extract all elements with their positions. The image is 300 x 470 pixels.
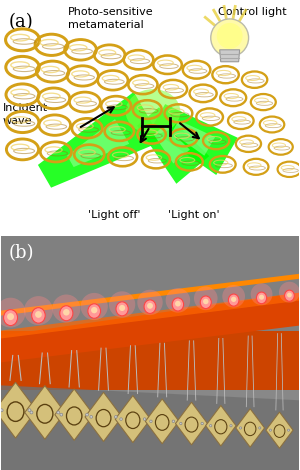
Text: Photo-sensitive
metamaterial: Photo-sensitive metamaterial [68,7,154,30]
Polygon shape [266,412,293,448]
Ellipse shape [30,411,33,414]
Ellipse shape [269,429,272,431]
Ellipse shape [230,424,232,427]
Ellipse shape [119,305,125,311]
Ellipse shape [287,429,290,431]
Ellipse shape [35,311,42,318]
Ellipse shape [259,427,261,429]
Ellipse shape [211,19,249,57]
Ellipse shape [32,308,45,323]
Ellipse shape [166,288,190,313]
Polygon shape [67,119,129,167]
Polygon shape [1,236,299,330]
Ellipse shape [239,427,242,429]
Polygon shape [38,92,162,188]
Polygon shape [1,293,299,338]
Ellipse shape [200,296,211,309]
Polygon shape [1,274,299,316]
Ellipse shape [150,420,152,423]
Ellipse shape [144,300,156,313]
Text: 'Light off': 'Light off' [88,210,141,220]
Ellipse shape [7,313,14,320]
Polygon shape [145,399,179,444]
Ellipse shape [147,303,153,309]
Polygon shape [151,104,238,175]
Ellipse shape [63,309,70,315]
Ellipse shape [137,290,163,315]
Polygon shape [154,125,190,164]
Ellipse shape [172,420,175,423]
Text: (a): (a) [9,13,33,31]
Ellipse shape [116,302,128,316]
Polygon shape [25,386,65,439]
Ellipse shape [91,307,98,313]
Ellipse shape [180,423,182,425]
Ellipse shape [201,423,203,425]
Ellipse shape [256,292,267,304]
Ellipse shape [279,282,300,303]
Ellipse shape [126,89,180,134]
Polygon shape [1,385,299,470]
Ellipse shape [217,23,243,49]
Ellipse shape [4,310,17,326]
Ellipse shape [90,415,92,418]
Text: 'Light on': 'Light on' [168,210,220,220]
Ellipse shape [172,298,184,311]
Ellipse shape [86,413,88,416]
Ellipse shape [0,298,26,328]
Ellipse shape [109,291,135,318]
Polygon shape [176,402,208,445]
Polygon shape [172,120,215,156]
Polygon shape [137,107,209,184]
Ellipse shape [203,299,208,304]
Ellipse shape [60,413,63,416]
Text: (b): (b) [9,244,34,262]
Polygon shape [0,383,37,438]
Polygon shape [85,392,122,441]
Ellipse shape [115,415,117,418]
Ellipse shape [60,306,73,321]
Ellipse shape [250,283,272,305]
Ellipse shape [228,294,239,306]
Ellipse shape [81,293,108,320]
Ellipse shape [194,287,217,310]
Ellipse shape [52,295,80,322]
Polygon shape [55,389,94,440]
Polygon shape [1,390,299,470]
Ellipse shape [287,292,292,298]
Ellipse shape [120,418,122,420]
Text: Incident
wave: Incident wave [3,103,48,126]
Ellipse shape [28,409,31,412]
Ellipse shape [209,424,212,427]
Ellipse shape [0,409,3,412]
Polygon shape [220,50,240,62]
Ellipse shape [231,297,236,302]
Polygon shape [115,396,151,443]
Polygon shape [1,293,299,362]
Ellipse shape [24,296,53,325]
Polygon shape [206,406,236,446]
Ellipse shape [57,411,60,414]
Text: Control light: Control light [218,7,286,17]
Ellipse shape [143,418,146,420]
Ellipse shape [88,304,100,318]
Ellipse shape [259,295,264,300]
Ellipse shape [222,285,245,308]
Polygon shape [1,330,299,390]
Ellipse shape [285,290,294,301]
Ellipse shape [175,301,181,306]
Polygon shape [236,409,265,447]
